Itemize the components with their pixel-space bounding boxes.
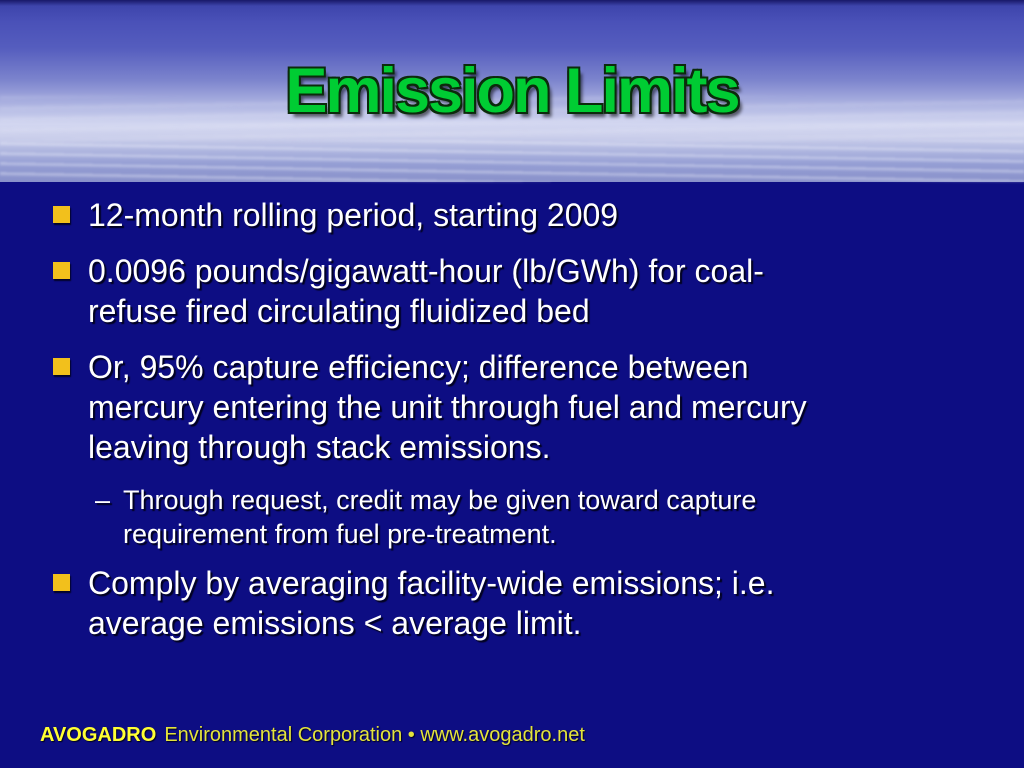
footer-brand: AVOGADRO	[40, 724, 157, 746]
bullet-item: 12-month rolling period, starting 2009	[0, 195, 1024, 235]
bullet-item: 0.0096 pounds/gigawatt-hour (lb/GWh) for…	[0, 251, 1024, 331]
footer-text: Environmental Corporation • www.avogadro…	[164, 724, 585, 746]
sub-bullet-item: – Through request, credit may be given to…	[0, 483, 1024, 551]
title-banner: Emission Limits	[0, 0, 1024, 182]
square-bullet-icon	[53, 358, 70, 375]
bullet-text: Or, 95% capture efficiency; difference b…	[88, 349, 807, 465]
bullet-item: Or, 95% capture efficiency; difference b…	[0, 347, 1024, 467]
cloud-texture-lower	[0, 140, 1024, 182]
bullet-text: 12-month rolling period, starting 2009	[88, 197, 619, 233]
cloud-texture-upper	[0, 96, 1024, 142]
page-title: Emission Limits	[285, 56, 740, 126]
square-bullet-icon	[53, 574, 70, 591]
bullet-list: 12-month rolling period, starting 2009 0.…	[0, 182, 1024, 659]
bullet-text: Comply by averaging facility-wide emissi…	[88, 565, 775, 641]
bullet-text: 0.0096 pounds/gigawatt-hour (lb/GWh) for…	[88, 253, 764, 329]
square-bullet-icon	[53, 206, 70, 223]
footer: AVOGADRO Environmental Corporation • www.…	[40, 724, 585, 746]
bullet-item: Comply by averaging facility-wide emissi…	[0, 563, 1024, 643]
dash-bullet-icon: –	[95, 485, 111, 515]
square-bullet-icon	[53, 262, 70, 279]
bullet-text: Through request, credit may be given tow…	[123, 485, 757, 549]
